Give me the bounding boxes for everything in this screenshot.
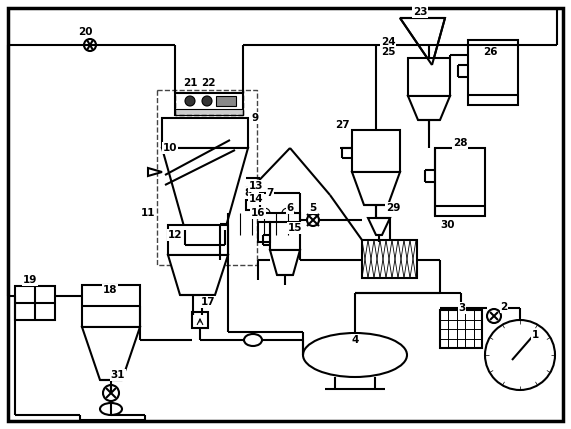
- Text: 7: 7: [266, 188, 274, 198]
- Bar: [216, 96, 236, 106]
- Text: 10: 10: [163, 143, 177, 153]
- Polygon shape: [400, 18, 445, 65]
- Text: 17: 17: [200, 297, 215, 307]
- Bar: [352, 130, 400, 172]
- Text: 8: 8: [244, 188, 252, 198]
- Text: 27: 27: [335, 120, 349, 130]
- Bar: [192, 312, 208, 328]
- Text: 31: 31: [111, 370, 125, 380]
- Polygon shape: [368, 218, 390, 235]
- Text: 12: 12: [168, 230, 182, 240]
- Polygon shape: [408, 96, 450, 120]
- Bar: [175, 109, 243, 115]
- Bar: [246, 188, 260, 198]
- Polygon shape: [162, 148, 248, 230]
- Bar: [175, 93, 243, 115]
- Polygon shape: [232, 170, 246, 186]
- Text: 22: 22: [201, 78, 215, 88]
- Text: 5: 5: [309, 203, 317, 213]
- Text: 28: 28: [453, 138, 467, 148]
- Text: 2: 2: [500, 302, 508, 312]
- Circle shape: [185, 96, 195, 106]
- Text: 30: 30: [441, 220, 455, 230]
- Bar: [468, 40, 518, 105]
- Bar: [408, 58, 450, 96]
- Polygon shape: [148, 168, 162, 176]
- Text: 20: 20: [78, 27, 93, 37]
- Text: 19: 19: [23, 275, 37, 285]
- Bar: [157, 90, 257, 265]
- Bar: [258, 222, 270, 242]
- Text: 15: 15: [288, 223, 302, 233]
- Bar: [228, 213, 300, 235]
- Bar: [15, 286, 55, 320]
- Text: 13: 13: [249, 181, 263, 191]
- Text: 16: 16: [251, 208, 266, 218]
- Polygon shape: [270, 250, 300, 275]
- Polygon shape: [168, 225, 228, 255]
- Polygon shape: [168, 255, 228, 295]
- Text: 29: 29: [386, 203, 400, 213]
- Polygon shape: [82, 327, 140, 380]
- Bar: [82, 285, 140, 327]
- Text: 3: 3: [459, 303, 465, 313]
- Bar: [435, 148, 485, 216]
- Bar: [246, 200, 260, 210]
- Text: 14: 14: [249, 194, 263, 204]
- Bar: [270, 222, 300, 250]
- Bar: [440, 310, 482, 348]
- Text: 21: 21: [183, 78, 197, 88]
- Text: 1: 1: [532, 330, 538, 340]
- Text: 4: 4: [351, 335, 359, 345]
- Polygon shape: [162, 118, 248, 148]
- Text: 18: 18: [103, 285, 117, 295]
- Text: 6: 6: [287, 203, 293, 213]
- Polygon shape: [352, 172, 400, 205]
- Text: 23: 23: [413, 7, 427, 17]
- Text: 9: 9: [251, 113, 259, 123]
- Text: 11: 11: [140, 208, 155, 218]
- Circle shape: [202, 96, 212, 106]
- Bar: [362, 240, 417, 278]
- Text: 26: 26: [482, 47, 497, 57]
- Text: 25: 25: [381, 47, 395, 57]
- Text: 24: 24: [381, 37, 395, 47]
